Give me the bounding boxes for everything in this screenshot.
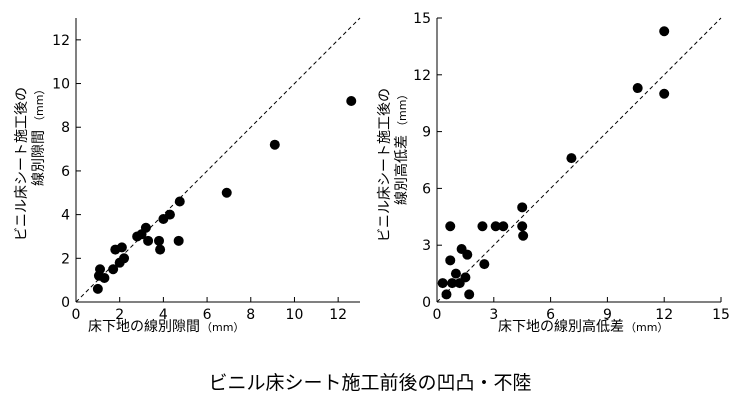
chart-gaps-x-tick-label: 10 <box>286 307 304 323</box>
chart-height-differences-reference-line <box>436 17 722 303</box>
chart-gaps-y-tick-label: 2 <box>61 251 70 267</box>
chart-height-differences-ticks: 0 3 6 9 12 15 0 3 6 9 12 15 <box>413 11 730 323</box>
chart-gaps-data-point <box>99 272 110 283</box>
chart-gaps-x-tick-label: 12 <box>329 307 347 323</box>
chart-height-differences-diagonal-line <box>436 17 722 303</box>
chart-height-differences-data-point <box>477 221 488 232</box>
chart-gaps-ticks: 0 2 4 6 8 10 12 0 2 4 6 8 10 12 <box>52 33 347 323</box>
chart-gaps-data-point <box>173 235 184 246</box>
chart-height-differences-ylabel-line1: ビニル床シート施工後の <box>377 88 393 242</box>
chart-height-differences-data-point <box>490 221 501 232</box>
chart-height-differences-data-point <box>450 268 461 279</box>
chart-height-differences-data-point <box>659 26 670 37</box>
chart-height-differences-y-tick-label: 3 <box>422 238 431 254</box>
chart-gaps-data-point <box>164 209 175 220</box>
chart-height-differences-data-point <box>566 153 577 164</box>
chart-gaps-data-point <box>116 242 127 253</box>
chart-height-differences-axes <box>436 18 721 303</box>
chart-gaps-data-point <box>108 264 119 275</box>
chart-height-differences-data-point <box>460 272 471 283</box>
chart-gaps-y-tick-label: 6 <box>61 164 70 180</box>
chart-height-differences-data-point <box>437 278 448 289</box>
chart-height-differences-x-tick-label: 9 <box>603 307 612 323</box>
chart-gaps-xlabel: 床下地の線別隙間 <box>88 319 200 335</box>
chart-height-differences-y-tick-label: 12 <box>413 68 431 84</box>
chart-height-differences-points <box>437 26 670 300</box>
chart-gaps-points <box>92 96 357 294</box>
chart-gaps-x-tick-label: 6 <box>203 307 212 323</box>
chart-height-differences-data-point <box>632 83 643 94</box>
chart-gaps: 0 2 4 6 8 10 12 0 2 4 6 8 10 12 床下地の線別隙間 （mm） ビニル床シート… <box>14 17 361 335</box>
chart-height-differences-data-point <box>445 255 456 266</box>
chart-gaps-data-point <box>143 235 154 246</box>
chart-height-differences-y-tick-label: 9 <box>422 125 431 141</box>
chart-gaps-y-tick-label: 12 <box>52 33 70 49</box>
chart-gaps-data-point <box>95 264 106 275</box>
chart-height-differences-data-point <box>517 221 528 232</box>
chart-gaps-xlabel-unit: （mm） <box>201 321 244 334</box>
chart-height-differences-data-point <box>518 230 529 241</box>
chart-gaps-y-tick-label: 4 <box>61 208 70 224</box>
chart-height-differences-data-point <box>464 289 475 300</box>
chart-gaps-ylabel-line1: ビニル床シート施工後の <box>14 87 30 241</box>
chart-height-differences-data-point <box>479 259 490 270</box>
chart-height-differences-xlabel-unit: （mm） <box>625 321 668 334</box>
chart-gaps-y-tick-label: 0 <box>61 295 70 311</box>
chart-gaps-y-tick-label: 8 <box>61 120 70 136</box>
chart-gaps-ylabel-line2: 線別隙間 <box>31 130 47 186</box>
chart-height-differences-y-tick-label: 15 <box>413 11 431 27</box>
chart-height-differences-x-tick-label: 12 <box>655 307 673 323</box>
chart-height-differences-x-tick-label: 0 <box>433 307 442 323</box>
chart-height-differences: 0 3 6 9 12 15 0 3 6 9 12 15 床下地の線別高低差 （mm） ビニル床シート施… <box>377 11 730 335</box>
chart-gaps-y-tick-label: 10 <box>52 77 70 93</box>
chart-gaps-data-point <box>269 139 280 150</box>
chart-height-differences-x-tick-label: 6 <box>546 307 555 323</box>
chart-gaps-data-point <box>140 222 151 233</box>
chart-height-differences-data-point <box>517 202 528 213</box>
chart-height-differences-data-point <box>441 289 452 300</box>
chart-gaps-data-point <box>155 244 166 255</box>
chart-gaps-x-tick-label: 4 <box>159 307 168 323</box>
chart-gaps-data-point <box>174 196 185 207</box>
chart-height-differences-data-point <box>498 221 509 232</box>
chart-gaps-x-tick-label: 0 <box>72 307 81 323</box>
chart-gaps-ylabel-unit: （mm） <box>33 84 46 127</box>
chart-height-differences-data-point <box>445 221 456 232</box>
chart-height-differences-x-tick-label: 15 <box>712 307 730 323</box>
chart-gaps-data-point <box>346 96 357 107</box>
chart-height-differences-xlabel: 床下地の線別高低差 <box>498 318 624 335</box>
chart-gaps-x-tick-label: 8 <box>246 307 255 323</box>
chart-height-differences-ylabel-unit: （mm） <box>396 89 409 132</box>
chart-gaps-data-point <box>154 235 165 246</box>
chart-gaps-x-tick-label: 2 <box>115 307 124 323</box>
chart-gaps-data-point <box>92 283 103 294</box>
chart-height-differences-y-tick-label: 6 <box>422 181 431 197</box>
figure-caption: ビニル床シート施工前後の凹凸・不陸 <box>208 372 531 394</box>
chart-gaps-data-point <box>221 187 232 198</box>
chart-height-differences-data-point <box>462 249 473 260</box>
chart-gaps-axes <box>75 18 360 303</box>
chart-height-differences-data-point <box>447 278 458 289</box>
chart-height-differences-ylabel-line2: 線別高低差 <box>393 135 410 205</box>
chart-height-differences-y-tick-label: 0 <box>422 295 431 311</box>
chart-height-differences-x-tick-label: 3 <box>489 307 498 323</box>
chart-gaps-data-point <box>119 253 130 264</box>
chart-height-differences-data-point <box>659 88 670 99</box>
